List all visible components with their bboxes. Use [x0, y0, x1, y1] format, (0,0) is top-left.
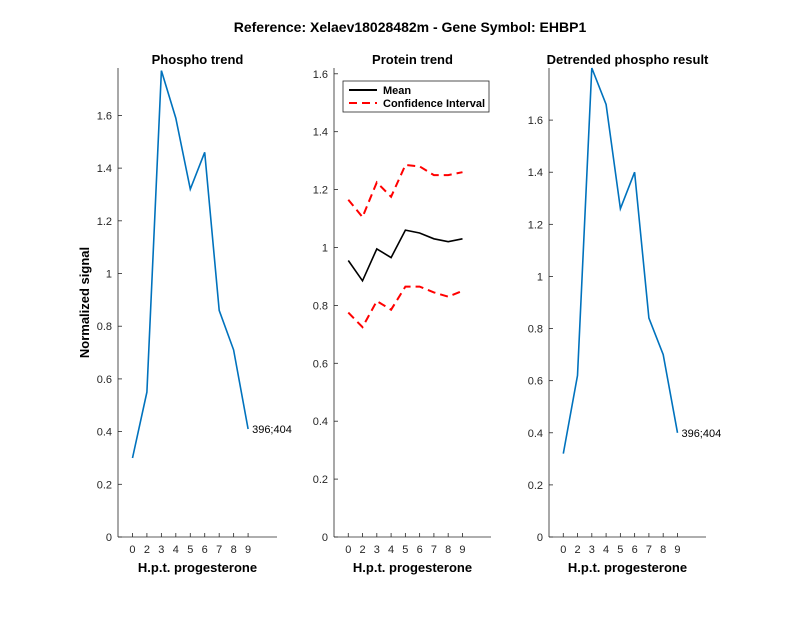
series-line-confidence-interval-2	[347, 163, 463, 220]
y-tick-label: 0.2	[313, 474, 328, 486]
series-line-confidence-interval-3	[347, 285, 463, 329]
x-tick-label: 5	[402, 544, 408, 556]
y-tick-label: 0.6	[528, 376, 543, 388]
x-tick-label: 2	[144, 544, 150, 556]
panels: 00.20.40.60.811.21.41.60 2 3 4 5 6 7 8 9Phospho …	[77, 52, 721, 575]
x-tick-label: 0	[129, 544, 135, 556]
y-tick-label: 0	[106, 532, 112, 544]
x-tick-label: 8	[660, 544, 666, 556]
series-line-396-404-1	[131, 70, 249, 459]
panel-title: Protein trend	[372, 52, 453, 67]
y-tick-label: 1	[322, 242, 328, 254]
y-tick-label: 1.4	[97, 163, 112, 175]
x-tick-label: 4	[388, 544, 394, 556]
x-tick-label: 3	[589, 544, 595, 556]
y-tick-label: 1	[106, 269, 112, 281]
figure-title: Reference: Xelaev18028482m - Gene Symbol…	[234, 19, 587, 35]
x-tick-label: 6	[417, 544, 423, 556]
y-tick-label: 0.8	[528, 324, 543, 336]
y-tick-label: 0.8	[313, 300, 328, 312]
legend-label: Mean	[383, 85, 411, 97]
y-axis-label: Normalized signal	[77, 247, 92, 358]
x-tick-label: 0	[345, 544, 351, 556]
x-axis-label: H.p.t. progesterone	[138, 560, 257, 575]
x-tick-label: 7	[431, 544, 437, 556]
legend-box	[342, 80, 490, 113]
x-tick-label: 7	[216, 544, 222, 556]
y-tick-label: 0.2	[528, 480, 543, 492]
x-tick-label: 4	[603, 544, 609, 556]
x-tick-label: 2	[359, 544, 365, 556]
series-line-mean-1	[347, 229, 463, 283]
y-tick-label: 0.8	[97, 321, 112, 333]
y-tick-label: 0	[322, 532, 328, 544]
y-tick-label: 1.4	[313, 127, 328, 139]
y-tick-label: 0.4	[97, 427, 112, 439]
panel-title: Phospho trend	[152, 52, 244, 67]
x-tick-label: 9	[245, 544, 251, 556]
y-tick-label: 0.4	[528, 428, 543, 440]
panel-title: Detrended phospho result	[547, 52, 709, 67]
y-tick-label: 1	[537, 271, 543, 283]
x-tick-label: 2	[574, 544, 580, 556]
x-tick-label: 0	[560, 544, 566, 556]
panel-3: 00.20.40.60.811.21.41.60 2 3 4 5 6 7 8 9Detrende…	[528, 52, 722, 575]
y-tick-label: 0	[537, 532, 543, 544]
x-tick-label: 6	[202, 544, 208, 556]
x-tick-label: 8	[445, 544, 451, 556]
x-axis-label: H.p.t. progesterone	[568, 560, 687, 575]
y-tick-label: 0.6	[313, 358, 328, 370]
x-tick-label: 3	[374, 544, 380, 556]
y-tick-label: 1.4	[528, 167, 543, 179]
x-tick-label: 6	[632, 544, 638, 556]
panel-2: 00.20.40.60.811.21.41.60 2 3 4 5 6 7 8 9Protein …	[313, 52, 491, 575]
y-tick-label: 0.4	[313, 416, 328, 428]
y-tick-label: 1.2	[528, 219, 543, 231]
y-tick-label: 1.6	[313, 69, 328, 81]
x-tick-label: 5	[187, 544, 193, 556]
panel-1: 00.20.40.60.811.21.41.60 2 3 4 5 6 7 8 9Phospho …	[77, 52, 292, 575]
x-axis-label: H.p.t. progesterone	[353, 560, 472, 575]
series-annotation: 396;404	[252, 424, 292, 436]
x-tick-label: 8	[231, 544, 237, 556]
series-annotation: 396;404	[681, 428, 721, 440]
y-tick-label: 1.2	[97, 216, 112, 228]
y-tick-label: 0.2	[97, 479, 112, 491]
y-tick-label: 1.6	[528, 115, 543, 127]
y-tick-label: 1.2	[313, 185, 328, 197]
series-line-396-404-1	[562, 67, 679, 454]
x-tick-label: 9	[459, 544, 465, 556]
y-tick-label: 1.6	[97, 110, 112, 122]
x-tick-label: 7	[646, 544, 652, 556]
legend-label: Confidence Interval	[383, 98, 485, 110]
y-tick-label: 0.6	[97, 374, 112, 386]
x-tick-label: 9	[674, 544, 680, 556]
x-tick-label: 5	[617, 544, 623, 556]
x-tick-label: 3	[158, 544, 164, 556]
x-tick-label: 4	[173, 544, 179, 556]
